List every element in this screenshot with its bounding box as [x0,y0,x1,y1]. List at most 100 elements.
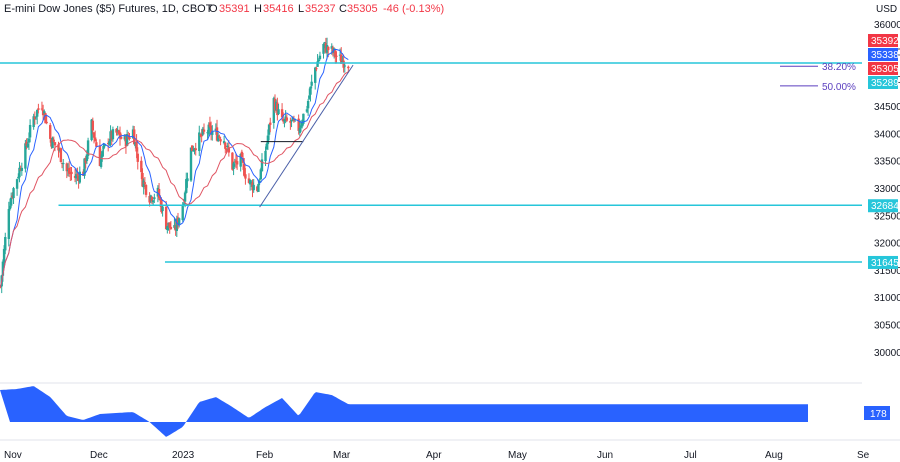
candle-body [92,132,96,138]
price-badge-label: 35392 [871,36,899,47]
time-tick-label: Nov [4,450,22,461]
candle-body [75,174,78,179]
low-value: 35237 [305,3,336,15]
close-label: C [339,3,347,15]
candle-body [189,147,193,181]
candle-body [166,226,169,231]
candle-body [305,109,309,112]
time-tick-label: Mar [333,450,351,461]
price-tick-label: 31000 [874,293,900,304]
price-badge-label: 31645 [871,258,899,269]
candle-body [267,124,271,135]
candle-body [159,198,162,201]
candle-body [40,108,44,110]
candle-body [315,68,318,70]
candle-body [250,181,253,183]
price-badge-label: 35305 [871,64,899,75]
candle-body [200,133,203,137]
candle-body [322,43,325,54]
trendlines[interactable]: 38.20% 50.00% [259,62,856,208]
time-axis[interactable]: Nov Dec 2023 Feb Mar Apr May Jun Jul Aug Se [0,439,900,461]
price-badge [868,76,898,89]
candle-body [45,121,48,124]
candle-body [342,60,345,68]
candle-body [2,248,6,264]
candle-body [316,61,319,67]
candle-body [57,144,60,151]
horizontal-levels[interactable] [0,62,862,263]
candle-body [52,139,55,142]
candle-body [1,261,5,276]
candle-body [118,132,122,139]
candle-body [340,54,343,64]
candle-body [70,171,73,175]
candle-body [175,218,179,231]
candle-body [318,55,322,59]
candle-body [142,180,145,188]
candle-body [135,141,138,152]
candle-body [308,95,311,99]
candle-body [265,143,268,150]
candle-body [194,148,197,151]
time-tick-label: Se [857,450,870,461]
candle-body [208,122,212,127]
candle-body [244,174,247,179]
candle-body [309,86,312,95]
candle-body [272,98,276,123]
candle-body [28,124,32,138]
candle-body [181,206,184,221]
candle-body [27,138,31,143]
candle-body [150,196,154,202]
candle-body [260,159,264,172]
candle-body [276,102,279,116]
candle-body [259,169,262,180]
candle-body [317,59,320,62]
open-label: O [209,3,218,15]
candle-body [9,197,13,206]
candle-body [277,109,280,115]
candle-body [53,142,57,146]
candle-body [222,141,226,144]
candle-body [20,167,24,171]
candle-body [133,129,136,145]
oscillator-area [0,386,808,437]
candle-body [161,206,164,212]
candle-body [153,197,156,200]
candle-body [140,160,143,173]
candle-body [297,118,300,131]
open-value: 35391 [219,3,250,15]
candle-body [8,205,12,210]
candle-body [239,153,242,167]
price-tick-label: 30500 [874,320,900,331]
time-tick-label: Jun [597,450,613,461]
candle-body [32,116,35,128]
candle-body [201,128,205,135]
candle-body [83,158,86,176]
moving-averages [0,49,349,287]
fast-ma-line [0,49,349,287]
candle-body [226,145,229,148]
candle-body [298,127,302,133]
candle-body [283,119,286,122]
candle-body [7,208,11,239]
candle-body [285,117,289,121]
time-tick-label: Feb [256,450,274,461]
candle-body [211,131,214,135]
candle-body [102,145,105,150]
candle-body [327,46,330,51]
candle-body [232,163,235,170]
candle-body [65,163,68,172]
price-tick-label: 32500 [874,211,900,222]
indicator-badge-label: 178 [870,409,887,420]
candle-body [306,100,310,109]
candle-body [334,50,337,58]
rising-trendline [259,64,354,208]
candle-body [120,137,123,139]
candle-body [49,125,52,139]
slow-ma-line [0,71,349,287]
price-tick-label: 36000 [874,20,900,31]
candle-body [243,164,246,176]
price-tick-label: 34500 [874,102,900,113]
price-tick-label: 31500 [874,266,900,277]
